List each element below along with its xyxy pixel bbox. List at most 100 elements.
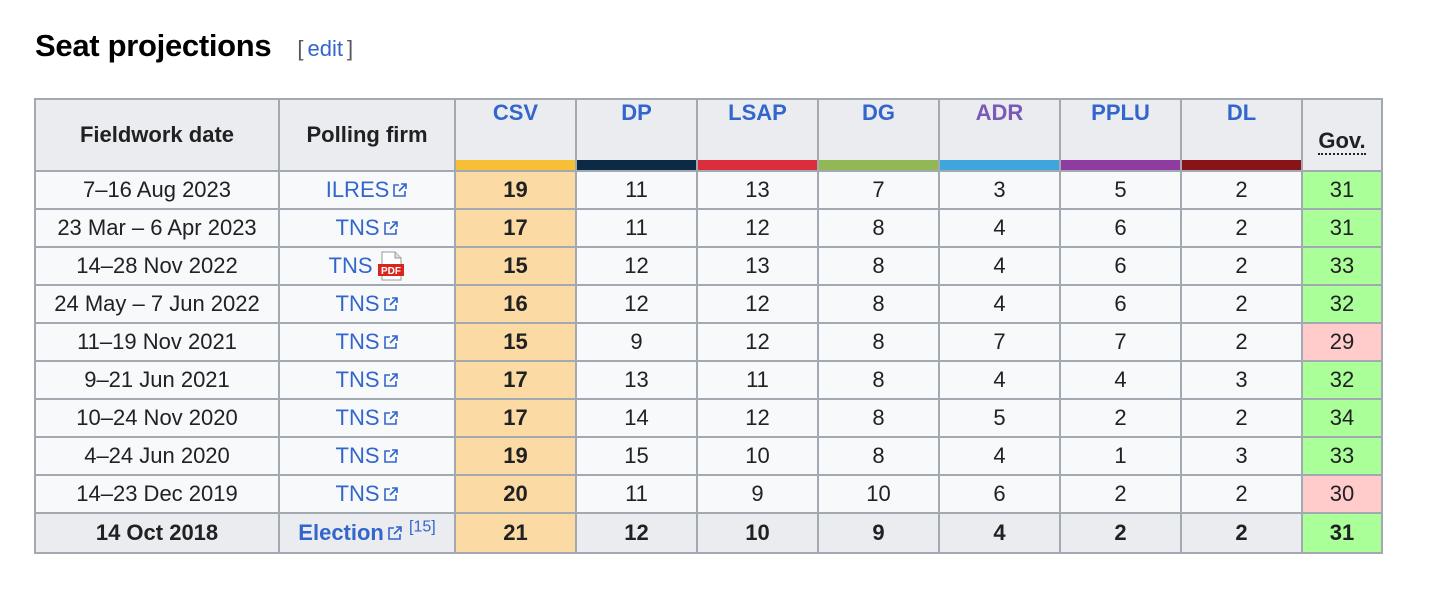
party-link-dp[interactable]: DP	[621, 100, 652, 125]
header-csv[interactable]: CSV	[454, 98, 577, 172]
cell-seats-adr: 3	[938, 170, 1061, 210]
table-row: 7–16 Aug 2023 ILRES 19 11 13 7 3 5 2 31	[34, 170, 1383, 210]
polling-firm-link[interactable]: TNS	[335, 215, 380, 240]
header-gov[interactable]: Gov.	[1301, 98, 1383, 172]
external-link-icon	[383, 335, 398, 349]
external-link-icon	[383, 297, 398, 311]
cell-seats-dp: 9	[575, 322, 698, 362]
party-color-bar-adr	[940, 160, 1059, 170]
cell-seats-dg: 8	[817, 208, 940, 248]
table-row: 9–21 Jun 2021 TNS 17 13 11 8 4 4 3 32	[34, 360, 1383, 400]
party-color-bar-dg	[819, 160, 938, 170]
cell-seats-csv: 15	[454, 322, 577, 362]
header-adr[interactable]: ADR	[938, 98, 1061, 172]
cell-seats-adr: 5	[938, 398, 1061, 438]
cell-seats-dl: 2	[1180, 474, 1303, 514]
party-link-csv[interactable]: CSV	[492, 100, 539, 125]
cell-seats-pplu: 7	[1059, 322, 1182, 362]
polling-firm-link[interactable]: TNS	[335, 481, 380, 506]
party-link-dl[interactable]: DL	[1226, 100, 1257, 125]
party-link-adr[interactable]: ADR	[975, 100, 1024, 125]
cell-fieldwork-date: 14–23 Dec 2019	[34, 474, 280, 514]
external-link-icon	[383, 449, 398, 463]
cell-seats-csv: 19	[454, 170, 577, 210]
cell-seats-csv: 16	[454, 284, 577, 324]
cell-polling-firm[interactable]: Election [15]	[278, 512, 456, 554]
header-lsap[interactable]: LSAP	[696, 98, 819, 172]
polling-firm-link[interactable]: Election	[298, 520, 384, 545]
cell-seats-lsap: 11	[696, 360, 819, 400]
table-body: 7–16 Aug 2023 ILRES 19 11 13 7 3 5 2 31 23 Mar – 6…	[34, 170, 1383, 554]
cell-seats-dl: 2	[1180, 284, 1303, 324]
cell-seats-dl: 3	[1180, 360, 1303, 400]
polling-firm-link[interactable]: TNS	[335, 405, 380, 430]
cell-fieldwork-date: 23 Mar – 6 Apr 2023	[34, 208, 280, 248]
polling-firm-link[interactable]: TNS	[335, 367, 380, 392]
cell-polling-firm[interactable]: ILRES	[278, 170, 456, 210]
cell-polling-firm[interactable]: TNS	[278, 284, 456, 324]
cell-fieldwork-date: 9–21 Jun 2021	[34, 360, 280, 400]
cell-gov-seats: 32	[1301, 284, 1383, 324]
polling-firm-link[interactable]: TNS	[335, 443, 380, 468]
cell-seats-dp: 12	[575, 284, 698, 324]
party-color-bar-dl	[1182, 160, 1301, 170]
cell-seats-dg: 10	[817, 474, 940, 514]
cell-seats-pplu: 2	[1059, 512, 1182, 554]
party-color-bar-lsap	[698, 160, 817, 170]
cell-fieldwork-date: 11–19 Nov 2021	[34, 322, 280, 362]
cell-seats-pplu: 1	[1059, 436, 1182, 476]
cell-gov-seats: 33	[1301, 246, 1383, 286]
gov-abbreviation[interactable]: Gov.	[1318, 128, 1366, 155]
cell-polling-firm[interactable]: TNS PDF	[278, 246, 456, 286]
cell-polling-firm[interactable]: TNS	[278, 360, 456, 400]
party-link-lsap[interactable]: LSAP	[728, 100, 787, 125]
svg-text:PDF: PDF	[381, 266, 401, 277]
edit-link[interactable]: edit	[307, 36, 343, 61]
section-title: Seat projections	[35, 28, 272, 63]
cell-seats-pplu: 6	[1059, 246, 1182, 286]
cell-seats-csv: 17	[454, 208, 577, 248]
external-link-icon	[393, 183, 408, 197]
header-pplu[interactable]: PPLU	[1059, 98, 1182, 172]
cell-seats-dl: 2	[1180, 170, 1303, 210]
cell-seats-adr: 4	[938, 512, 1061, 554]
cell-seats-pplu: 4	[1059, 360, 1182, 400]
cell-seats-adr: 4	[938, 436, 1061, 476]
polling-firm-link[interactable]: TNS	[335, 329, 380, 354]
cell-seats-dl: 3	[1180, 436, 1303, 476]
cell-polling-firm[interactable]: TNS	[278, 398, 456, 438]
external-link-icon	[388, 526, 402, 540]
party-color-bar-dp	[577, 160, 696, 170]
party-link-dg[interactable]: DG	[862, 100, 895, 125]
cell-seats-dg: 8	[817, 398, 940, 438]
cell-seats-dp: 11	[575, 170, 698, 210]
header-dl[interactable]: DL	[1180, 98, 1303, 172]
seat-projections-table: Fieldwork date Polling firm CSV DP LSAP …	[34, 98, 1383, 554]
party-link-pplu[interactable]: PPLU	[1091, 100, 1150, 125]
cell-polling-firm[interactable]: TNS	[278, 208, 456, 248]
reference-link[interactable]: [15]	[409, 518, 436, 536]
cell-polling-firm[interactable]: TNS	[278, 322, 456, 362]
polling-firm-link[interactable]: ILRES	[325, 177, 390, 202]
cell-seats-lsap: 12	[696, 208, 819, 248]
cell-seats-dp: 11	[575, 474, 698, 514]
cell-seats-dp: 11	[575, 208, 698, 248]
edit-section: [edit]	[297, 36, 354, 61]
cell-polling-firm[interactable]: TNS	[278, 436, 456, 476]
header-dp[interactable]: DP	[575, 98, 698, 172]
cell-seats-lsap: 10	[696, 512, 819, 554]
cell-seats-csv: 17	[454, 360, 577, 400]
cell-seats-dp: 14	[575, 398, 698, 438]
cell-seats-dp: 12	[575, 512, 698, 554]
cell-seats-lsap: 12	[696, 322, 819, 362]
polling-firm-link[interactable]: TNS	[328, 253, 373, 278]
polling-firm-link[interactable]: TNS	[335, 291, 380, 316]
external-link-icon	[383, 411, 398, 425]
cell-seats-dg: 8	[817, 360, 940, 400]
header-dg[interactable]: DG	[817, 98, 940, 172]
header-row: Fieldwork date Polling firm CSV DP LSAP …	[34, 98, 1383, 172]
reference: [15]	[409, 519, 436, 536]
pdf-icon: PDF	[377, 251, 404, 281]
cell-polling-firm[interactable]: TNS	[278, 474, 456, 514]
cell-seats-dg: 9	[817, 512, 940, 554]
